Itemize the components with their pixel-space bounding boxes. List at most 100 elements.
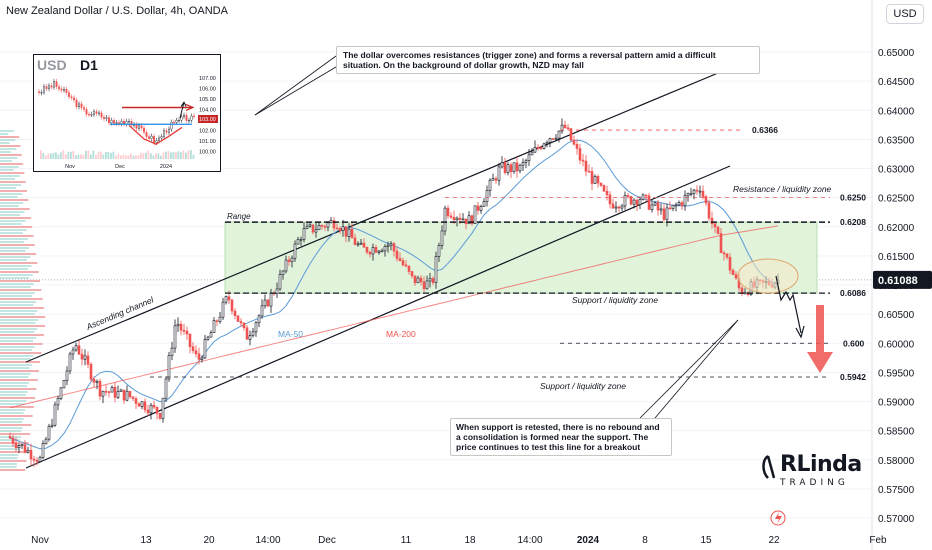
x-tick-label: 22 (768, 535, 780, 546)
inset-resistance-arrowhead (185, 103, 195, 112)
inset-timeframe: D1 (80, 57, 98, 73)
candle-body (551, 138, 555, 140)
profile-bar (0, 445, 20, 447)
candle-body (542, 143, 546, 149)
profile-bar (0, 340, 34, 342)
level-label: 0.600 (843, 338, 865, 348)
y-tick-label: 0.60500 (878, 310, 915, 321)
inset-candle-body (145, 132, 148, 137)
inset-candle-body (168, 128, 170, 133)
profile-bar (0, 226, 33, 228)
profile-bar (0, 427, 23, 429)
inset-volume-bar (185, 152, 187, 159)
candle-body (32, 458, 36, 461)
candle-body (86, 355, 90, 365)
candle-body (227, 296, 231, 301)
candle-body (734, 274, 738, 279)
inset-volume-bar (47, 153, 50, 159)
candle-body (722, 252, 726, 255)
y-tick-label: 0.57500 (878, 485, 915, 496)
inset-candle-body (128, 121, 130, 123)
inset-x-label: Nov (65, 164, 75, 170)
candle-body (617, 206, 621, 209)
inset-candle-body (50, 85, 53, 88)
profile-bar (0, 304, 34, 306)
y-tick-label: 0.58500 (878, 427, 915, 438)
candle-body (341, 226, 345, 231)
inset-volume-bar (102, 154, 105, 159)
candle-body (71, 349, 75, 355)
inset-candle-body (43, 86, 45, 93)
callout-pointer-bottom (639, 319, 739, 419)
inset-candle-body (148, 136, 150, 139)
candle-body (512, 162, 516, 173)
candle-body (359, 242, 363, 245)
profile-bar (0, 397, 36, 399)
inset-volume-bar (60, 152, 62, 159)
candle-body (464, 218, 468, 225)
inset-candle-body (180, 116, 183, 121)
y-tick-label: 0.58000 (878, 456, 915, 467)
profile-bar (0, 151, 11, 153)
inset-volume-bar (170, 152, 172, 159)
profile-bar (0, 415, 33, 417)
candle-body (698, 190, 702, 193)
inset-candle-body (120, 121, 123, 124)
candle-body (122, 389, 126, 401)
currency-selector[interactable]: USD (886, 4, 924, 24)
candle-body (59, 387, 63, 399)
profile-bar (0, 202, 24, 204)
y-tick-label: 0.64500 (878, 77, 915, 88)
inset-candle-body (93, 111, 95, 115)
inset-candle-body (68, 92, 70, 97)
profile-bar (0, 385, 28, 387)
candle-body (593, 175, 597, 184)
candle-body (137, 403, 141, 407)
inset-candle-body (153, 135, 155, 143)
candle-body (311, 224, 315, 233)
profile-bar (0, 376, 29, 378)
candle-body (287, 259, 291, 263)
candle-body (581, 159, 585, 162)
profile-bar (0, 244, 35, 246)
candle-body (230, 299, 234, 312)
inset-candle-body (150, 135, 153, 139)
candle-body (704, 196, 708, 204)
x-tick-label: 20 (203, 535, 215, 546)
channel-upper-line (25, 67, 731, 363)
candle-body (53, 404, 57, 426)
inset-candle-body (65, 89, 68, 93)
profile-bar (0, 154, 22, 156)
candle-body (620, 205, 624, 209)
logo-sub-text: TRADING (780, 478, 849, 488)
candle-body (278, 274, 282, 290)
inset-price-label: 102.00 (199, 129, 216, 135)
candle-body (176, 323, 180, 327)
profile-bar (0, 262, 38, 264)
candle-body (155, 406, 159, 414)
candle-body (179, 323, 183, 331)
candle-body (641, 194, 645, 200)
candle-body (101, 390, 105, 397)
candle-body (557, 130, 561, 139)
candle-body (524, 160, 528, 163)
inset-candle-body (38, 91, 40, 93)
candle-body (473, 205, 477, 224)
candle-body (635, 199, 639, 205)
candle-body (539, 147, 543, 150)
inset-volume-bar (127, 155, 130, 159)
inset-symbol: USD (37, 57, 67, 73)
target-arrow (807, 305, 833, 373)
inset-volume-bar (75, 155, 77, 159)
candle-body (146, 409, 150, 414)
candle-body (185, 330, 189, 335)
candle-body (662, 208, 666, 220)
candle-body (26, 449, 30, 453)
inset-volume-bar (85, 150, 87, 159)
x-tick-label: 11 (401, 535, 412, 546)
inset-volume-bar (135, 155, 137, 159)
inset-candle-body (103, 116, 105, 119)
profile-bar (0, 430, 22, 432)
inset-candle-body (140, 125, 143, 129)
candle-body (209, 332, 213, 338)
